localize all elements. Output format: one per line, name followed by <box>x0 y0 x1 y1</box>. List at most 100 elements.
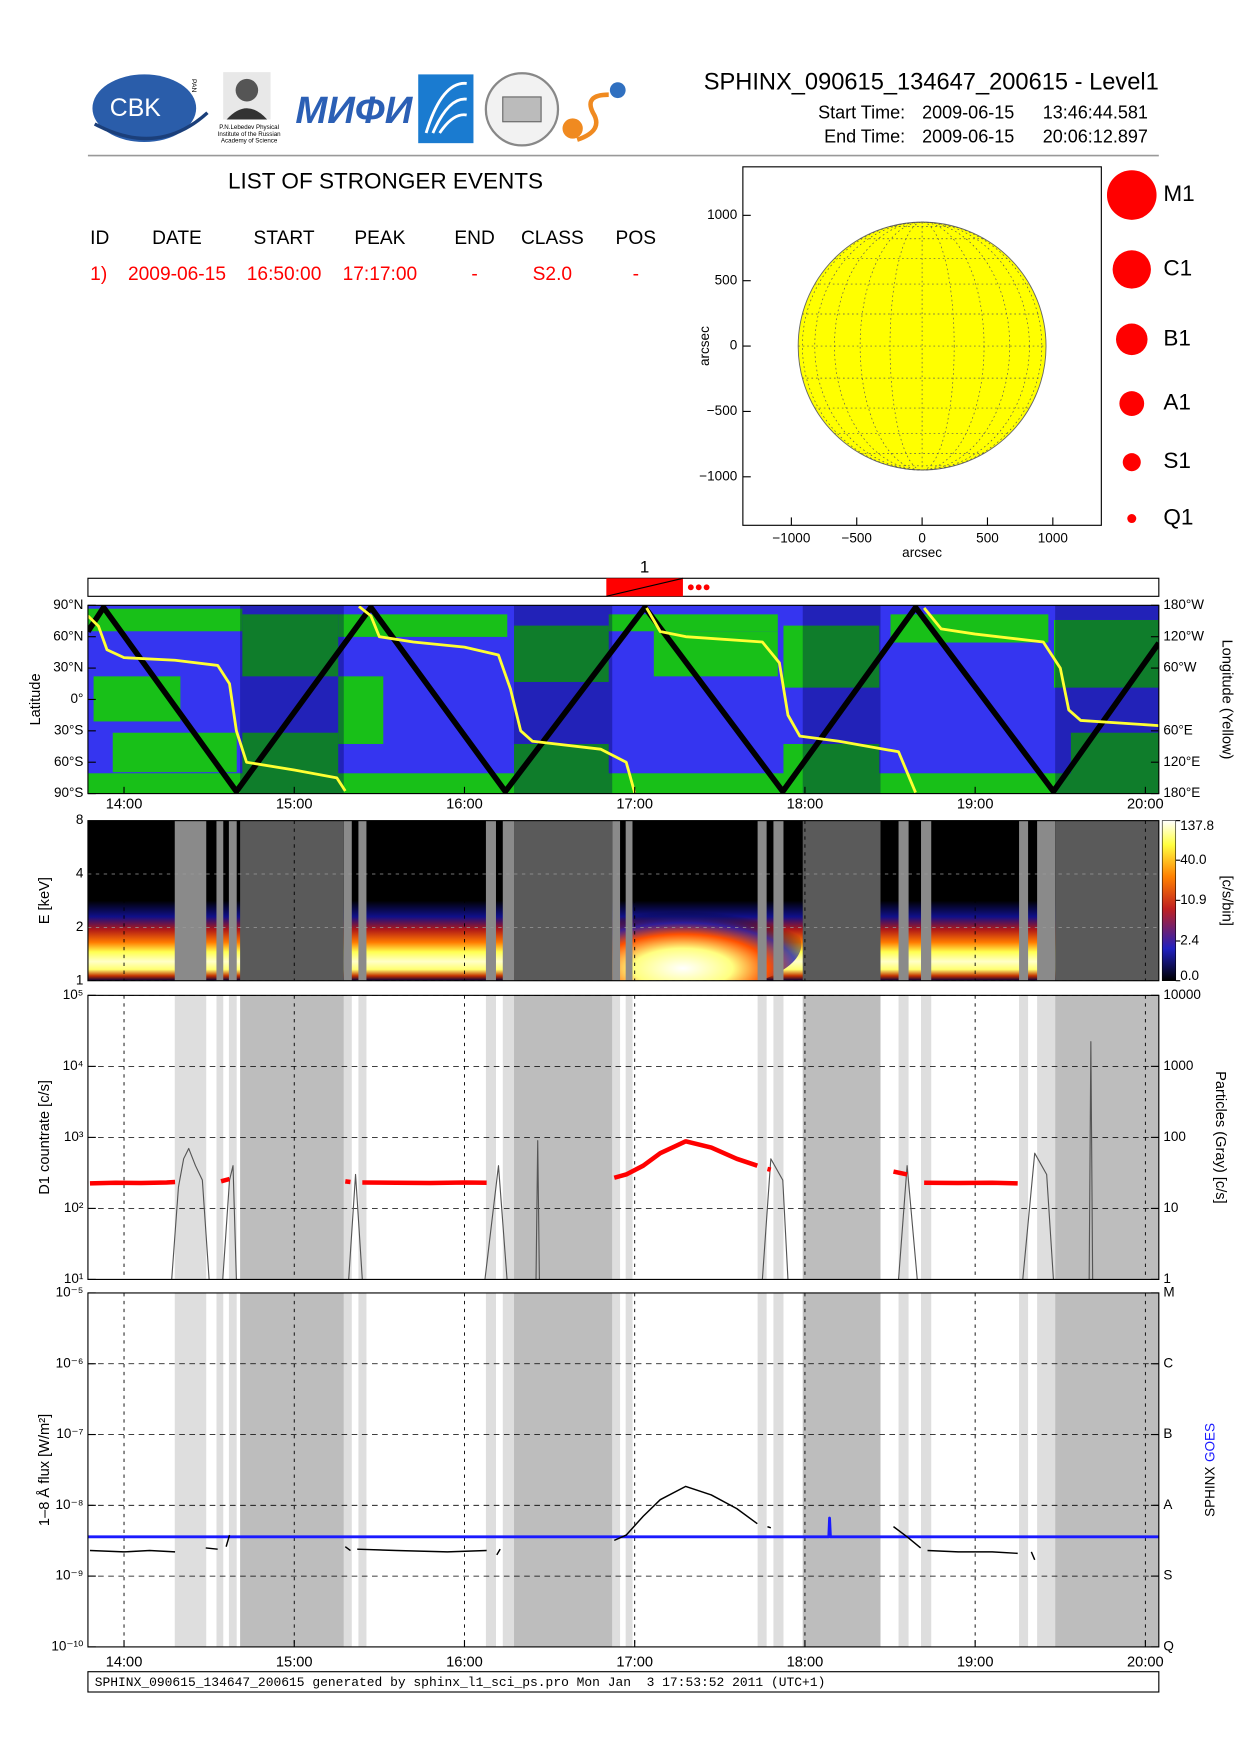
y2-tick-label: 1 <box>1163 1271 1171 1286</box>
shaded-interval <box>898 820 909 981</box>
y2-tick-label: 120°W <box>1163 628 1204 643</box>
y2-tick-label: C <box>1163 1355 1173 1370</box>
shaded-interval <box>1055 1292 1159 1647</box>
y-tick-label: 10⁴ <box>63 1058 84 1073</box>
y2-tick-label: M <box>1163 1285 1174 1300</box>
x-tick-label: 15:00 <box>276 797 313 813</box>
x-tick-label: 17:00 <box>616 1655 653 1671</box>
end-label: End Time: <box>824 126 905 146</box>
y2-tick-label: 60°W <box>1163 660 1196 675</box>
y-tick-label: 10⁻¹⁰ <box>51 1638 84 1653</box>
shaded-interval <box>757 1292 767 1647</box>
table-header: END <box>454 228 494 249</box>
table-cell: 2009-06-15 <box>128 264 226 285</box>
y2-tick-label: 60°E <box>1163 722 1192 737</box>
data-line <box>89 1485 1036 1561</box>
y-tick-label: 10⁻⁶ <box>56 1355 84 1370</box>
shaded-interval <box>240 820 344 981</box>
logo-seal <box>484 72 560 147</box>
axis-label: D1 countrate [c/s] <box>37 1080 53 1195</box>
table-header: CLASS <box>521 228 584 249</box>
y-tick-label: 10² <box>64 1200 84 1215</box>
shaded-interval <box>802 1292 881 1647</box>
footer-box <box>87 1671 1160 1693</box>
start-label: Start Time: <box>818 103 905 123</box>
shaded-interval <box>921 820 932 981</box>
class-symbol <box>1119 391 1145 416</box>
table-header: PEAK <box>354 228 405 249</box>
event-dot <box>695 584 702 591</box>
shaded-interval <box>514 820 613 981</box>
table-cell: 16:50:00 <box>247 264 322 285</box>
y2-tick-label: A <box>1163 1497 1172 1512</box>
class-symbol <box>1127 514 1137 524</box>
shaded-interval <box>174 1292 207 1647</box>
logo-square <box>418 74 474 144</box>
y-tick-label: 8 <box>76 812 84 827</box>
colorbar-label: 40.0 <box>1180 852 1206 867</box>
event-dot <box>687 584 694 591</box>
shaded-interval <box>757 820 767 981</box>
logo-text: PAN <box>190 79 197 93</box>
colorbar-label: 10.9 <box>1180 892 1206 907</box>
logo-lebedev: P.N.Lebedev Physical Institute of the Ru… <box>218 72 281 145</box>
data-line <box>87 605 1159 794</box>
shaded-interval <box>343 820 352 981</box>
y2-tick-label: 100 <box>1163 1129 1186 1144</box>
event-dot <box>703 584 710 591</box>
data-line <box>87 605 1159 794</box>
y-tick-label: 10⁻⁵ <box>56 1285 84 1300</box>
y-tick-label: 0 <box>730 338 738 353</box>
class-symbol <box>1122 453 1141 472</box>
shaded-interval <box>514 1292 613 1647</box>
shaded-interval <box>1019 820 1029 981</box>
x-tick-label: 15:00 <box>276 1655 313 1671</box>
shaded-interval <box>1037 820 1056 981</box>
class-label: S1 <box>1163 448 1191 473</box>
table-header: DATE <box>152 228 202 249</box>
logo-shape <box>235 78 259 102</box>
shaded-interval <box>612 1292 621 1647</box>
table-header: POS <box>616 228 656 249</box>
y-tick-label: 90°S <box>54 785 83 800</box>
shaded-interval <box>343 995 352 1280</box>
table-cell: 17:17:00 <box>343 264 418 285</box>
logo-mifi: МИФИ <box>295 89 413 132</box>
y2-tick-label: 10 <box>1163 1200 1178 1215</box>
footer-text: SPHINX_090615_134647_200615 generated by… <box>95 1675 826 1690</box>
plot-frame <box>87 820 1160 982</box>
y2-tick-label: 180°W <box>1163 597 1204 612</box>
plot-area <box>87 820 1159 981</box>
y2-axis-label: SPHINX GOES <box>1202 1423 1217 1517</box>
class-symbol <box>1115 323 1148 356</box>
plot-area <box>87 605 1159 794</box>
axis-label: arcsec <box>697 326 712 366</box>
x-tick-label: 14:00 <box>106 797 143 813</box>
report-title: SPHINX_090615_134647_200615 - Level1 <box>704 70 1159 96</box>
logo-shape <box>502 96 542 123</box>
shaded-interval <box>625 820 633 981</box>
logo-text: P.N.Lebedev Physical <box>219 124 279 131</box>
y2-tick-label: S <box>1163 1568 1172 1583</box>
x-tick-label: 17:00 <box>616 797 653 813</box>
y-tick-label: 1 <box>76 972 84 987</box>
class-label: B1 <box>1163 325 1191 350</box>
y2-tick-label: 10000 <box>1163 987 1201 1002</box>
shaded-interval <box>1055 820 1159 981</box>
shaded-interval <box>240 1292 344 1647</box>
axis-label: E [keV] <box>37 877 53 924</box>
plot-frame <box>87 1292 1160 1648</box>
y2-tick-label: 1000 <box>1163 1058 1193 1073</box>
data-line <box>87 1516 1159 1539</box>
shaded-interval <box>502 820 515 981</box>
y-tick-label: −1000 <box>699 468 737 483</box>
start-date: 2009-06-15 <box>922 103 1014 123</box>
class-label: Q1 <box>1163 504 1193 529</box>
y-tick-label: 10³ <box>64 1129 84 1144</box>
colorbar-label: 2.4 <box>1180 933 1199 948</box>
map-patches <box>87 608 1159 794</box>
shaded-interval <box>625 1292 633 1647</box>
table-cell: - <box>633 264 639 285</box>
logo-swoosh <box>93 111 209 141</box>
